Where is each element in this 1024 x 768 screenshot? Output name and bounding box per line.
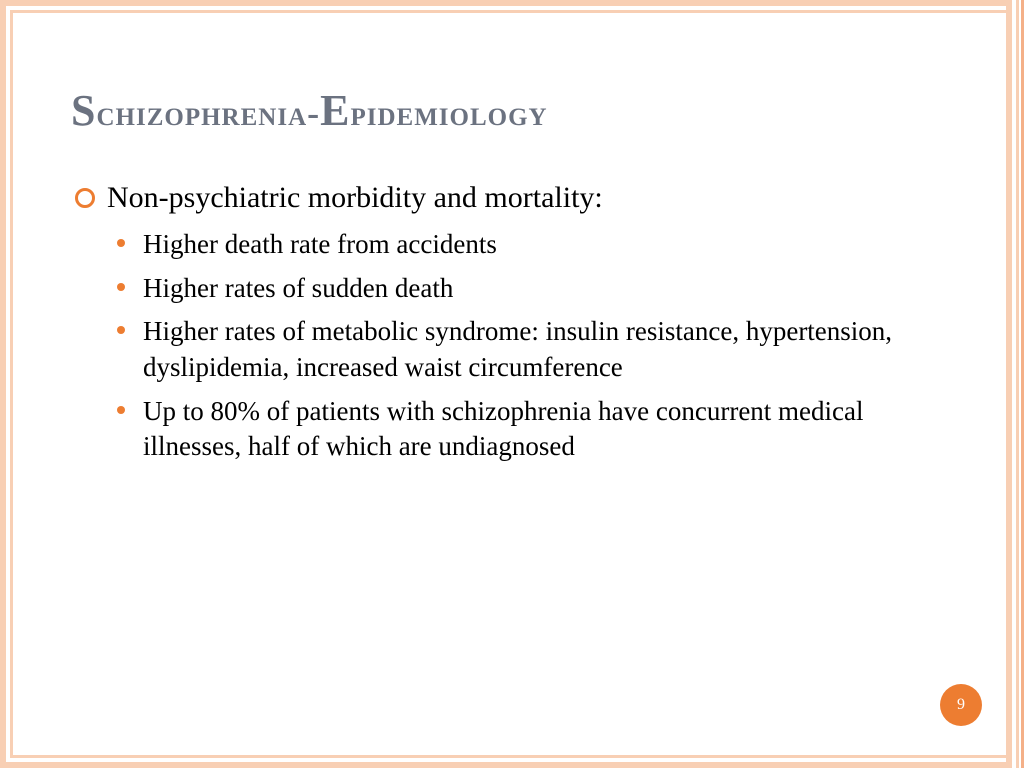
title-cap2: E (320, 86, 350, 135)
sub-list-item: Higher rates of sudden death (107, 271, 948, 307)
sub-item-text: Higher rates of metabolic syndrome: insu… (143, 316, 892, 382)
sub-item-text: Higher death rate from accidents (143, 229, 497, 259)
main-list-item: Non-psychiatric morbidity and mortality:… (71, 178, 948, 465)
slide: Schizophrenia-Epidemiology Non-psychiatr… (0, 0, 1024, 768)
title-cap1: S (71, 86, 96, 135)
border-right-accent (1006, 0, 1024, 768)
content-area: Schizophrenia-Epidemiology Non-psychiatr… (13, 13, 1006, 755)
sub-list-item: Higher death rate from accidents (107, 227, 948, 263)
title-rest2: pidemiology (350, 93, 547, 133)
sub-list-item: Higher rates of metabolic syndrome: insu… (107, 314, 948, 385)
sub-item-text: Higher rates of sudden death (143, 273, 453, 303)
page-number: 9 (957, 696, 965, 714)
slide-title: Schizophrenia-Epidemiology (71, 85, 948, 136)
sub-list: Higher death rate from accidents Higher … (107, 227, 948, 465)
sub-list-item: Up to 80% of patients with schizophrenia… (107, 394, 948, 465)
sub-item-text: Up to 80% of patients with schizophrenia… (143, 396, 864, 462)
main-list: Non-psychiatric morbidity and mortality:… (71, 178, 948, 465)
title-rest1: chizophrenia (96, 93, 307, 133)
title-sep: - (307, 93, 320, 133)
main-item-text: Non-psychiatric morbidity and mortality: (107, 181, 603, 214)
page-number-badge: 9 (940, 684, 982, 726)
